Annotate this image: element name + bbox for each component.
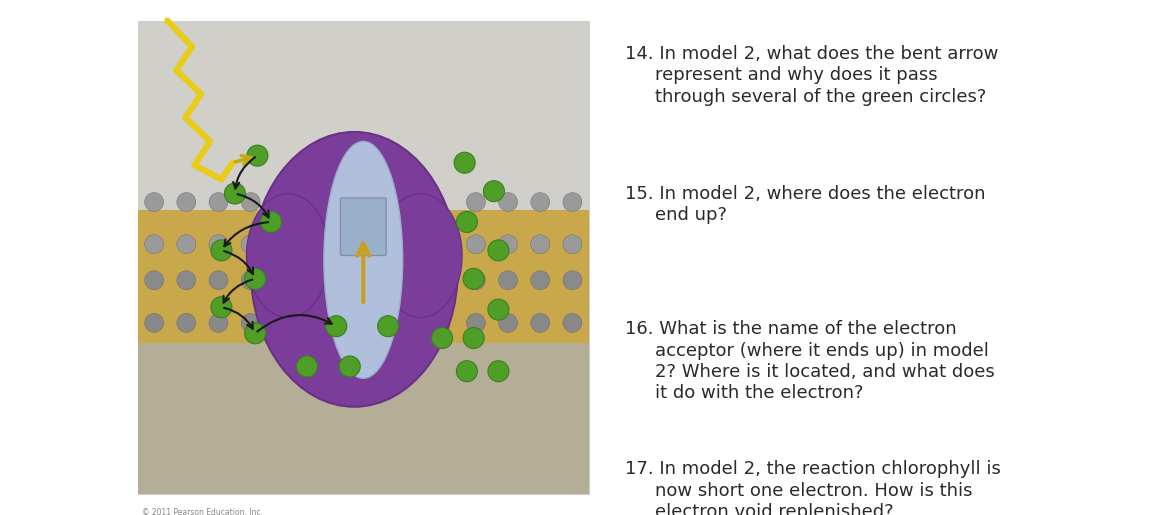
Ellipse shape xyxy=(324,142,402,379)
Circle shape xyxy=(467,271,486,290)
Circle shape xyxy=(241,235,260,254)
Text: 16. What is the name of the electron: 16. What is the name of the electron xyxy=(625,320,957,338)
Circle shape xyxy=(378,316,399,337)
Circle shape xyxy=(563,271,581,290)
Circle shape xyxy=(467,314,486,332)
Circle shape xyxy=(432,328,453,349)
Circle shape xyxy=(245,323,266,344)
Circle shape xyxy=(209,235,228,254)
Circle shape xyxy=(498,235,517,254)
Circle shape xyxy=(209,314,228,332)
Circle shape xyxy=(241,271,260,290)
Ellipse shape xyxy=(247,194,330,317)
Text: 15. In model 2, where does the electron: 15. In model 2, where does the electron xyxy=(625,185,985,203)
Circle shape xyxy=(498,314,517,332)
Circle shape xyxy=(531,314,550,332)
Text: 2? Where is it located, and what does: 2? Where is it located, and what does xyxy=(655,363,994,381)
Bar xyxy=(138,343,589,494)
Circle shape xyxy=(531,271,550,290)
Circle shape xyxy=(296,356,317,377)
Circle shape xyxy=(467,193,486,212)
Text: now short one electron. How is this: now short one electron. How is this xyxy=(655,482,972,500)
Circle shape xyxy=(563,314,581,332)
Circle shape xyxy=(145,193,164,212)
Text: 17. In model 2, the reaction chlorophyll is: 17. In model 2, the reaction chlorophyll… xyxy=(625,460,1000,478)
Ellipse shape xyxy=(379,194,462,317)
Circle shape xyxy=(488,299,509,320)
Circle shape xyxy=(177,235,195,254)
Circle shape xyxy=(467,235,486,254)
Circle shape xyxy=(241,314,260,332)
Circle shape xyxy=(498,193,517,212)
Circle shape xyxy=(463,328,484,349)
Circle shape xyxy=(456,360,477,382)
Circle shape xyxy=(247,145,268,166)
Circle shape xyxy=(241,193,260,212)
Circle shape xyxy=(211,240,232,261)
Text: through several of the green circles?: through several of the green circles? xyxy=(655,88,986,106)
Circle shape xyxy=(209,271,228,290)
Text: it do with the electron?: it do with the electron? xyxy=(655,385,863,403)
Text: acceptor (where it ends up) in model: acceptor (where it ends up) in model xyxy=(655,341,989,359)
Circle shape xyxy=(563,235,581,254)
Circle shape xyxy=(177,193,195,212)
Circle shape xyxy=(488,360,509,382)
Circle shape xyxy=(177,314,195,332)
Circle shape xyxy=(209,193,228,212)
Circle shape xyxy=(145,271,164,290)
Bar xyxy=(138,21,589,494)
Circle shape xyxy=(245,268,266,289)
Circle shape xyxy=(456,212,477,232)
Circle shape xyxy=(531,193,550,212)
Circle shape xyxy=(225,183,246,204)
Text: end up?: end up? xyxy=(655,207,727,225)
Bar xyxy=(138,21,589,210)
Circle shape xyxy=(454,152,475,173)
Text: electron void replenished?: electron void replenished? xyxy=(655,503,894,515)
Bar xyxy=(138,210,589,343)
Circle shape xyxy=(488,240,509,261)
Circle shape xyxy=(145,314,164,332)
Text: 14. In model 2, what does the bent arrow: 14. In model 2, what does the bent arrow xyxy=(625,45,998,63)
Circle shape xyxy=(261,212,282,232)
FancyBboxPatch shape xyxy=(340,198,386,255)
Circle shape xyxy=(463,268,484,289)
Circle shape xyxy=(145,235,164,254)
Circle shape xyxy=(531,235,550,254)
Circle shape xyxy=(325,316,346,337)
Circle shape xyxy=(211,297,232,318)
Circle shape xyxy=(563,193,581,212)
Circle shape xyxy=(483,181,504,202)
Ellipse shape xyxy=(250,132,457,407)
Text: © 2011 Pearson Education, Inc.: © 2011 Pearson Education, Inc. xyxy=(142,508,263,515)
Circle shape xyxy=(177,271,195,290)
Text: represent and why does it pass: represent and why does it pass xyxy=(655,66,937,84)
Circle shape xyxy=(339,356,360,377)
Circle shape xyxy=(498,271,517,290)
